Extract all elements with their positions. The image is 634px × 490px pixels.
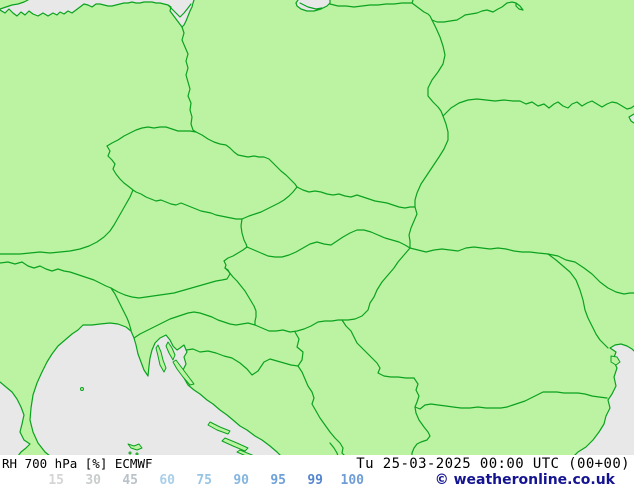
- black-sea: [575, 344, 634, 455]
- border-slovenia-croatia: [133, 311, 256, 339]
- border-germany-austria: [0, 189, 134, 255]
- scale-tick: 90: [233, 473, 249, 488]
- color-scale-legend: 15 30 45 60 75 90 95 99 100: [27, 473, 364, 488]
- scale-tick: 60: [159, 473, 175, 488]
- border-slovakia-ukraine: [408, 206, 418, 249]
- border-slovakia-hungary: [246, 229, 411, 258]
- border-italy-north: [0, 261, 112, 289]
- border-czech-north: [106, 126, 298, 188]
- map-canvas: [0, 0, 634, 455]
- baltic-coastline: [0, 0, 195, 28]
- island-mid-adriatic: [127, 443, 143, 451]
- island-pag: [172, 359, 195, 386]
- border-croatia-bosnia: [185, 348, 345, 455]
- footer-bar: RH 700 hPa [%] ECMWF Tu 25-03-2025 00:00…: [0, 455, 634, 490]
- country-borders: [0, 0, 634, 455]
- footer-row-2: 15 30 45 60 75 90 95 99 100 © weatheronl…: [0, 472, 634, 488]
- oder-lagoon-spit: [167, 3, 192, 18]
- islet-po-delta: [80, 387, 84, 391]
- copyright-label: © weatheronline.co.uk: [434, 472, 615, 488]
- border-poland-slovakia: [296, 186, 416, 209]
- adriatic-coastline: [29, 322, 281, 455]
- weather-map: [0, 0, 634, 455]
- scale-tick: 95: [270, 473, 286, 488]
- adriatic-sea: [30, 323, 280, 455]
- border-czech-slovakia: [241, 186, 298, 220]
- border-germany-poland: [181, 26, 197, 133]
- island-dalmatia-2: [221, 437, 249, 452]
- islet-1: [128, 451, 132, 455]
- border-moldova-ukraine: [547, 253, 634, 295]
- border-bosnia-northeast: [294, 331, 304, 367]
- border-austria-slovakia: [240, 218, 248, 248]
- danube-delta: [610, 355, 621, 366]
- baltic-sea: [0, 0, 194, 27]
- border-romania-ukraine: [409, 246, 549, 255]
- parameter-label: RH 700 hPa [%] ECMWF: [2, 456, 153, 471]
- datetime-label: Tu 25-03-2025 00:00 UTC (00+00): [356, 456, 630, 472]
- border-austria-hungary: [223, 246, 248, 269]
- border-czech-south: [106, 145, 243, 220]
- island-dalmatia-1: [207, 421, 231, 435]
- islet-2: [135, 452, 139, 455]
- border-serbia-romania-bulgaria: [411, 377, 431, 455]
- gdansk-bay-coastline: [295, 0, 331, 12]
- adriatic-islands: [80, 341, 254, 455]
- island-cres: [155, 344, 167, 373]
- border-italy-slovenia: [110, 287, 132, 331]
- border-romania-bulgaria: [414, 391, 608, 410]
- border-belarus-lithuania: [431, 1, 524, 23]
- scale-tick: 15: [48, 473, 64, 488]
- scale-tick: 99: [307, 473, 323, 488]
- island-krk: [165, 341, 176, 361]
- scale-tick: 75: [196, 473, 212, 488]
- tyrrhenian-sea: [0, 382, 30, 455]
- border-hungary-romania: [341, 247, 411, 321]
- border-poland-kaliningrad: [329, 0, 433, 21]
- border-austria-south: [110, 267, 231, 299]
- border-belarus-ukraine: [442, 98, 634, 117]
- scale-tick: 30: [85, 473, 101, 488]
- border-hungary-west: [224, 267, 257, 326]
- scale-tick: 100: [340, 473, 364, 488]
- border-poland-east: [414, 19, 449, 208]
- border-bosnia-montenegro: [329, 442, 339, 455]
- border-romania-moldova: [547, 253, 609, 349]
- border-croatia-hungary: [254, 319, 343, 333]
- tyrrhenian-coastline: [0, 381, 31, 455]
- border-croatia-serbia: [341, 319, 415, 379]
- kiev-reservoir-shore: [628, 113, 634, 124]
- scale-tick: 45: [122, 473, 138, 488]
- footer-row-1: RH 700 hPa [%] ECMWF Tu 25-03-2025 00:00…: [0, 456, 634, 472]
- island-dalmatia-3: [236, 449, 254, 455]
